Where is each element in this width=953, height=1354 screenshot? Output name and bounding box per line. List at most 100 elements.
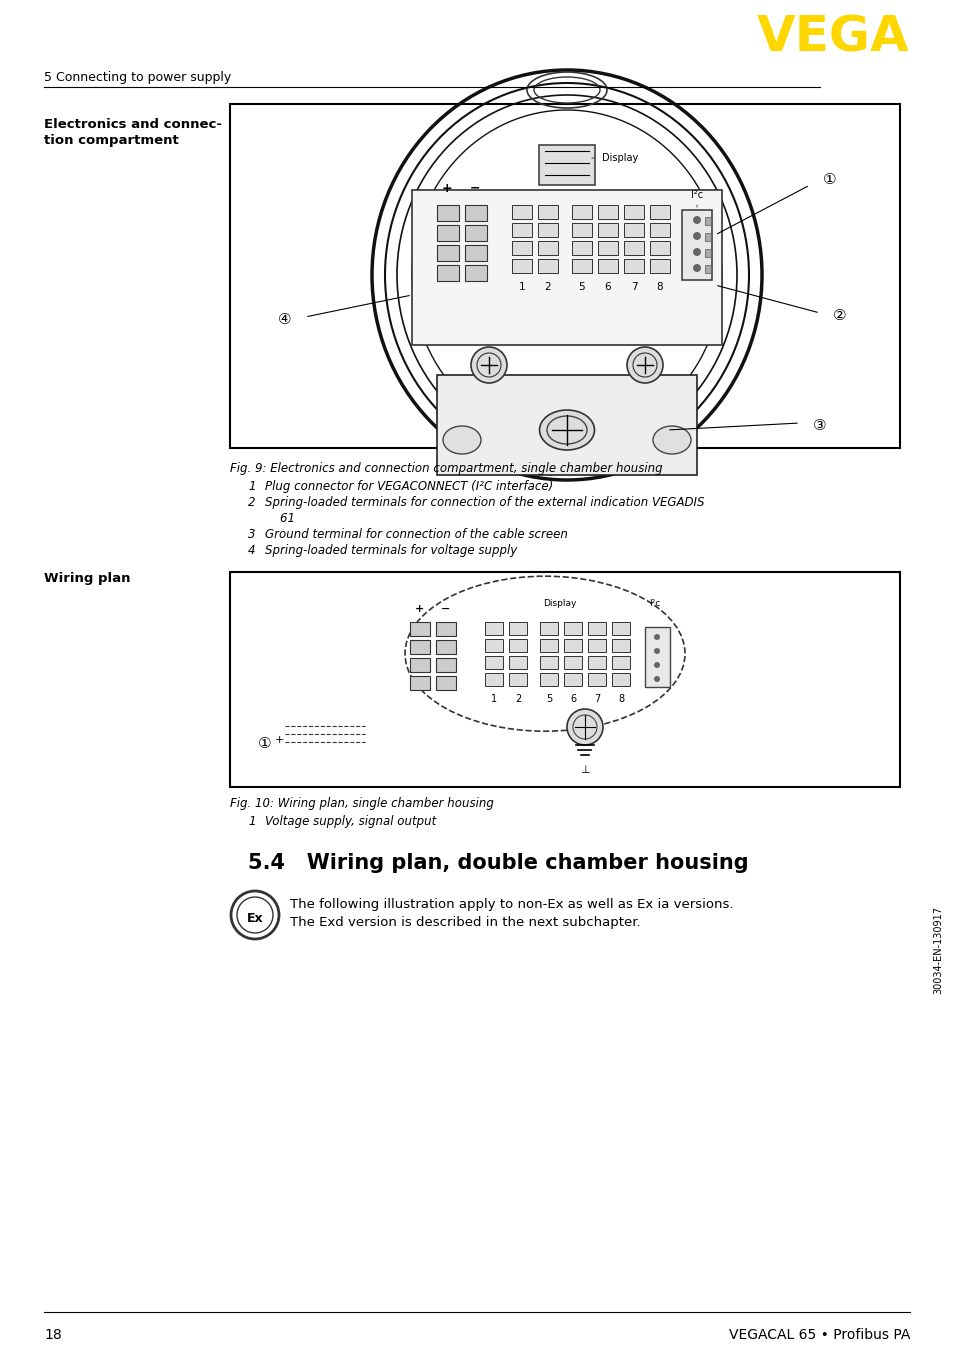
Bar [509,621,526,635]
Text: 1: 1 [491,695,497,704]
Text: 8: 8 [618,695,623,704]
Circle shape [626,347,662,383]
Circle shape [692,264,700,272]
Bar [563,673,581,686]
Bar [612,655,629,669]
Text: 30034-EN-130917: 30034-EN-130917 [932,906,942,994]
Bar [484,655,502,669]
Text: 2: 2 [248,496,255,509]
Bar [572,259,592,274]
Text: 1: 1 [518,282,525,292]
Text: Display: Display [542,600,576,608]
Bar [436,621,456,636]
Bar [512,259,532,274]
Bar [412,190,721,345]
Text: 5.4   Wiring plan, double chamber housing: 5.4 Wiring plan, double chamber housing [248,853,748,873]
Text: ③: ③ [812,417,826,432]
Text: +: + [441,181,452,195]
Bar [464,245,486,261]
Bar [512,241,532,255]
Bar [537,241,558,255]
Bar [612,639,629,653]
Ellipse shape [442,427,480,454]
Bar [484,621,502,635]
Text: 7: 7 [594,695,599,704]
Text: 6: 6 [569,695,576,704]
Bar [484,639,502,653]
Bar [512,223,532,237]
Bar [563,655,581,669]
Bar [537,204,558,219]
Text: +: + [274,735,283,745]
Bar [649,241,669,255]
Bar [464,204,486,221]
Bar [572,241,592,255]
Text: 1: 1 [248,815,255,829]
Text: 7: 7 [630,282,637,292]
Text: 5 Connecting to power supply: 5 Connecting to power supply [44,72,231,84]
Circle shape [692,248,700,256]
Text: Fig. 10: Wiring plan, single chamber housing: Fig. 10: Wiring plan, single chamber hou… [230,798,494,810]
Bar [612,673,629,686]
Text: +: + [415,604,424,613]
Text: Spring-loaded terminals for voltage supply: Spring-loaded terminals for voltage supp… [265,544,517,556]
Bar [623,259,643,274]
Bar [563,639,581,653]
Circle shape [692,217,700,223]
Bar [623,223,643,237]
Bar [537,223,558,237]
Bar [623,204,643,219]
Bar [539,673,558,686]
Bar [230,571,899,787]
Text: ①: ① [822,172,836,187]
Text: Voltage supply, signal output: Voltage supply, signal output [265,815,436,829]
Bar [572,223,592,237]
Ellipse shape [652,427,690,454]
Text: Electronics and connec-: Electronics and connec- [44,118,222,131]
Text: Plug connector for VEGACONNECT (I²C interface): Plug connector for VEGACONNECT (I²C inte… [265,481,553,493]
Bar [539,639,558,653]
Text: tion compartment: tion compartment [44,134,178,148]
Text: Wiring plan: Wiring plan [44,571,131,585]
Text: 3: 3 [248,528,255,542]
Text: 61: 61 [265,512,294,525]
Bar [509,639,526,653]
Bar [598,259,618,274]
Bar [704,249,710,257]
Text: ①: ① [258,737,272,751]
Bar [539,655,558,669]
Bar [484,673,502,686]
Text: −: − [441,604,450,613]
Bar [623,241,643,255]
Text: The following illustration apply to non-Ex as well as Ex ia versions.: The following illustration apply to non-… [290,898,733,911]
Bar [563,621,581,635]
Bar [644,627,669,686]
Ellipse shape [539,410,594,450]
Text: I²c: I²c [649,600,659,608]
Bar [681,210,711,280]
Bar [704,217,710,225]
Bar [598,223,618,237]
Text: 18: 18 [44,1328,62,1342]
Text: Fig. 9: Electronics and connection compartment, single chamber housing: Fig. 9: Electronics and connection compa… [230,462,662,475]
Bar [612,621,629,635]
Bar [704,233,710,241]
Bar [436,225,458,241]
Bar [436,658,456,672]
Bar [436,375,697,475]
Bar [537,259,558,274]
Text: VEGACAL 65 • Profibus PA: VEGACAL 65 • Profibus PA [728,1328,909,1342]
Bar [410,621,430,636]
Bar [509,673,526,686]
Bar [598,241,618,255]
Bar [704,265,710,274]
Bar [572,204,592,219]
Circle shape [692,232,700,240]
Bar [649,204,669,219]
Circle shape [471,347,506,383]
Bar [464,265,486,282]
Bar [436,204,458,221]
Text: 2: 2 [515,695,520,704]
Bar [436,640,456,654]
Bar [410,676,430,691]
